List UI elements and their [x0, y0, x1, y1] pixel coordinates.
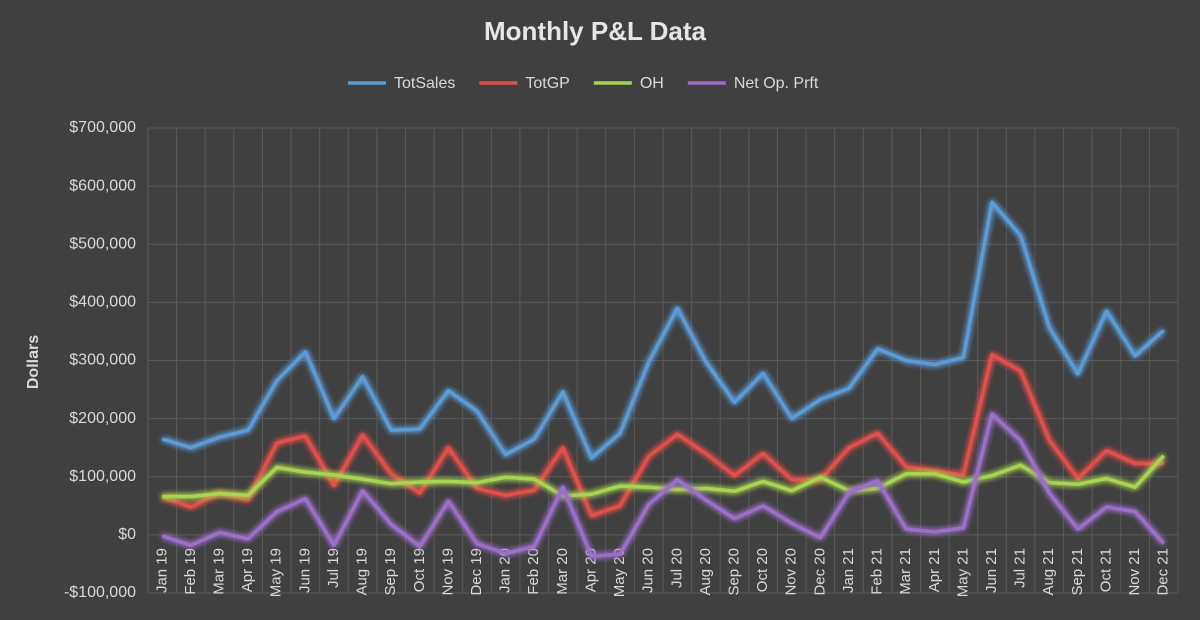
- y-tick-label: $600,000: [69, 177, 136, 194]
- x-tick-label: Jun 20: [640, 548, 657, 593]
- x-tick-label: Aug 21: [1040, 548, 1057, 596]
- x-tick-label: Feb 19: [182, 548, 199, 595]
- legend-label: Net Op. Prft: [734, 75, 819, 92]
- x-tick-label: Sep 19: [382, 548, 399, 596]
- series-line: [161, 352, 1164, 518]
- x-tick-label: Dec 21: [1155, 548, 1172, 596]
- x-tick-label: Feb 21: [869, 548, 886, 595]
- x-tick-label: Jul 21: [1012, 548, 1029, 588]
- x-tick-label: Nov 19: [439, 548, 456, 596]
- x-tick-label: May 21: [954, 548, 971, 597]
- x-tick-label: Dec 19: [468, 548, 485, 596]
- legend-label: OH: [640, 75, 664, 92]
- x-tick-label: Oct 19: [411, 548, 428, 592]
- x-tick-label: Jun 19: [296, 548, 313, 593]
- x-tick-label: Aug 19: [354, 548, 371, 596]
- x-tick-label: Jan 21: [840, 548, 857, 593]
- y-tick-label: $0: [118, 526, 136, 543]
- x-tick-label: Jan 19: [153, 548, 170, 593]
- legend-label: TotSales: [394, 75, 455, 92]
- y-tick-label: -$100,000: [64, 584, 136, 601]
- x-tick-label: Mar 21: [897, 548, 914, 595]
- x-tick-label: Jul 20: [668, 548, 685, 588]
- y-tick-label: $700,000: [69, 119, 136, 136]
- x-tick-label: Mar 20: [554, 548, 571, 595]
- x-tick-label: Sep 21: [1069, 548, 1086, 596]
- x-tick-label: Apr 21: [926, 548, 943, 592]
- series-line: [161, 200, 1165, 460]
- x-tick-label: Nov 20: [783, 548, 800, 596]
- x-tick-label: Nov 21: [1126, 548, 1143, 596]
- x-tick-label: Apr 20: [582, 548, 599, 592]
- x-tick-label: Jul 19: [325, 548, 342, 588]
- series-line: [161, 412, 1166, 559]
- x-tick-label: Feb 20: [525, 548, 542, 595]
- y-tick-label: $500,000: [69, 235, 136, 252]
- legend-label: TotGP: [525, 75, 569, 92]
- series-line: [162, 454, 1165, 499]
- x-tick-label: Jan 20: [497, 548, 514, 593]
- x-tick-label: Oct 20: [754, 548, 771, 592]
- x-tick-label: Apr 19: [239, 548, 256, 592]
- y-tick-label: $300,000: [69, 352, 136, 369]
- x-tick-label: Mar 19: [210, 548, 227, 595]
- x-tick-label: Sep 20: [725, 548, 742, 596]
- y-tick-label: $100,000: [69, 468, 136, 485]
- y-tick-label: $200,000: [69, 410, 136, 427]
- x-tick-label: May 19: [268, 548, 285, 597]
- y-axis-title: Dollars: [25, 335, 42, 389]
- y-tick-label: $400,000: [69, 294, 136, 311]
- x-tick-label: Aug 20: [697, 548, 714, 596]
- x-tick-label: Jun 21: [983, 548, 1000, 593]
- chart-title: Monthly P&L Data: [484, 16, 707, 46]
- x-tick-label: Oct 21: [1097, 548, 1114, 592]
- x-tick-label: May 20: [611, 548, 628, 597]
- x-tick-label: Dec 20: [811, 548, 828, 596]
